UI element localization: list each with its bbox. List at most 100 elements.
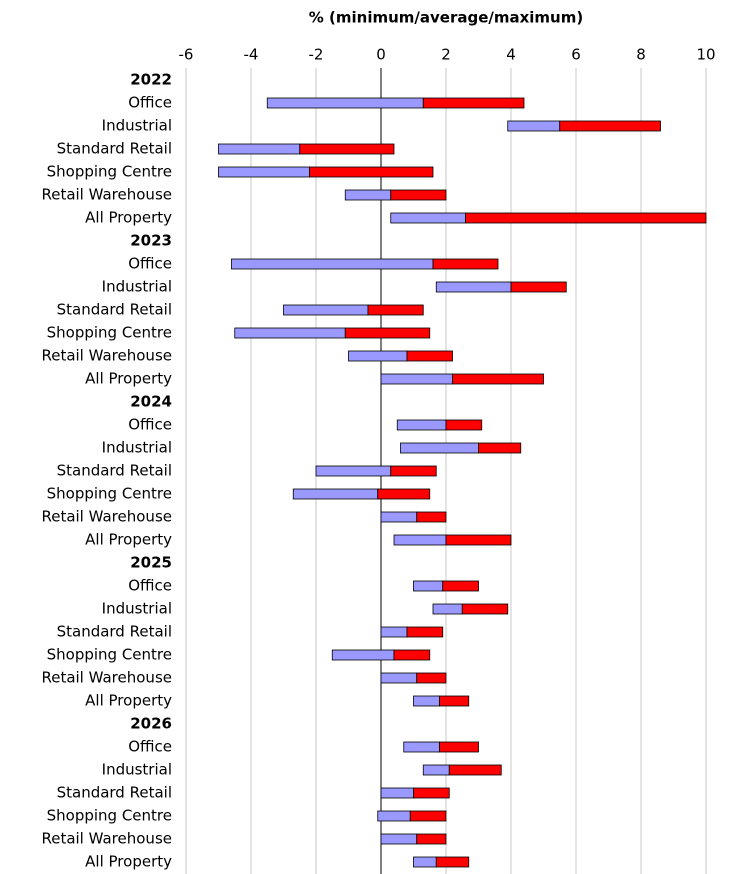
bar-high	[422, 97, 525, 109]
bar-low	[218, 143, 301, 155]
y-tick-label: Standard Retail	[57, 140, 172, 158]
y-tick-label: Shopping Centre	[47, 807, 172, 825]
bar-low	[283, 304, 369, 316]
bar-high	[435, 856, 470, 868]
y-tick-label: Industrial	[102, 761, 172, 779]
chart-title: % (minimum/average/maximum)	[309, 9, 583, 27]
x-tick-label: 4	[506, 46, 516, 64]
y-tick-label: 2024	[130, 393, 172, 411]
bar-high	[309, 166, 434, 178]
y-tick-label: All Property	[85, 692, 172, 710]
y-tick-label: Office	[128, 738, 172, 756]
bar-low	[413, 695, 440, 707]
x-tick-label: 8	[636, 46, 646, 64]
bar-low	[390, 212, 466, 224]
y-tick-label: Retail Warehouse	[41, 347, 172, 365]
y-tick-label: All Property	[85, 531, 172, 549]
y-tick-label: Industrial	[102, 600, 172, 618]
bar-low	[400, 442, 479, 454]
bar-low	[393, 534, 447, 546]
x-tick-label: 2	[441, 46, 451, 64]
bar-low	[234, 327, 346, 339]
x-tick-label: -2	[309, 46, 324, 64]
bar-high	[445, 419, 483, 431]
y-tick-label: Standard Retail	[57, 784, 172, 802]
bar-high	[559, 120, 661, 132]
bar-low	[348, 350, 408, 362]
y-tick-label: 2022	[130, 71, 172, 89]
y-tick-label: Retail Warehouse	[41, 186, 172, 204]
bar-low	[380, 787, 414, 799]
bar-high	[406, 350, 453, 362]
bar-high	[409, 810, 447, 822]
x-tick-label: -6	[179, 46, 194, 64]
bar-low	[380, 672, 418, 684]
y-tick-label: Retail Warehouse	[41, 508, 172, 526]
y-tick-label: 2025	[130, 554, 172, 572]
bar-high	[367, 304, 424, 316]
bar-low	[413, 856, 437, 868]
bar-low	[331, 649, 395, 661]
bar-low	[315, 465, 392, 477]
y-tick-label: Retail Warehouse	[41, 669, 172, 687]
y-tick-label: Office	[128, 577, 172, 595]
bar-high	[439, 741, 479, 753]
y-tick-label: Shopping Centre	[47, 646, 172, 664]
bar-high	[442, 580, 479, 592]
x-tick-label: 6	[571, 46, 581, 64]
bar-high	[461, 603, 509, 615]
y-tick-label: 2023	[130, 232, 172, 250]
bar-low	[292, 488, 379, 500]
bar-low	[396, 419, 447, 431]
bar-high	[413, 787, 450, 799]
bar-low	[231, 258, 434, 270]
y-tick-label: Standard Retail	[57, 301, 172, 319]
bar-high	[393, 649, 431, 661]
bar-high	[510, 281, 567, 293]
bar-high	[478, 442, 522, 454]
bar-low	[403, 741, 440, 753]
bar-low	[380, 373, 453, 385]
y-tick-label: Retail Warehouse	[41, 830, 172, 848]
bar-low	[380, 833, 418, 845]
y-tick-label: 2026	[130, 715, 172, 733]
bar-high	[344, 327, 431, 339]
y-tick-label: All Property	[85, 370, 172, 388]
bar-low	[266, 97, 424, 109]
y-tick-label: Office	[128, 416, 172, 434]
bar-high	[390, 465, 437, 477]
bar-low	[380, 511, 418, 523]
y-tick-label: All Property	[85, 853, 172, 871]
y-tick-label: Shopping Centre	[47, 485, 172, 503]
bar-low	[377, 810, 411, 822]
x-tick-label: 0	[376, 46, 386, 64]
bar-high	[416, 672, 447, 684]
bar-high	[416, 511, 447, 523]
bar-low	[435, 281, 512, 293]
y-tick-label: Industrial	[102, 439, 172, 457]
bar-low	[432, 603, 463, 615]
bar-low	[380, 626, 408, 638]
bar-high	[432, 258, 499, 270]
y-tick-label: Standard Retail	[57, 462, 172, 480]
bar-low	[507, 120, 561, 132]
bar-high	[377, 488, 431, 500]
y-tick-label: Office	[128, 255, 172, 273]
y-tick-label: All Property	[85, 209, 172, 227]
y-tick-label: Standard Retail	[57, 623, 172, 641]
x-tick-label: -4	[244, 46, 259, 64]
bar-low	[422, 764, 450, 776]
y-tick-label: Office	[128, 94, 172, 112]
bar-low	[413, 580, 444, 592]
bar-high	[406, 626, 444, 638]
bar-high	[448, 764, 502, 776]
bar-high	[299, 143, 395, 155]
y-tick-label: Industrial	[102, 278, 172, 296]
bar-high	[390, 189, 447, 201]
bar-high	[465, 212, 707, 224]
x-tick-label: 10	[696, 46, 715, 64]
bar-low	[344, 189, 392, 201]
bar-high	[439, 695, 470, 707]
bar-high	[445, 534, 512, 546]
